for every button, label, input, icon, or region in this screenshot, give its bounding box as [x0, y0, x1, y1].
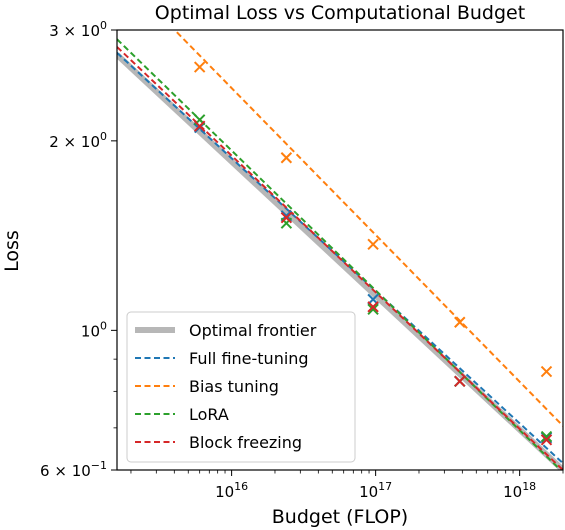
axes: 1016 1017 1018 6 × 10−1 100 2 × 100 3 × 100 [40, 19, 564, 501]
marker-stroke [280, 211, 293, 224]
series-1-point-1 [280, 152, 293, 164]
series-fit-line-3 [117, 46, 563, 470]
series-fit-line-0 [117, 52, 563, 464]
legend: Optimal frontier Full fine-tuning Bias tun… [126, 311, 356, 463]
marker-stroke [367, 238, 379, 250]
marker-stroke [193, 61, 206, 73]
series-fit-line-1 [173, 30, 563, 427]
marker-stroke [367, 301, 379, 313]
plot-area [117, 30, 563, 470]
marker-stroke [454, 316, 466, 328]
marker-stroke [193, 120, 206, 132]
legend-label: Block freezing [189, 433, 302, 452]
series-1-point-0 [193, 61, 206, 73]
series-3-point-4 [540, 434, 553, 446]
series-fit-line-2 [117, 38, 563, 470]
x-tick-label: 1016 [215, 480, 248, 501]
series-3-point-0 [193, 120, 206, 132]
marker-stroke [454, 375, 466, 387]
series-1-point-4 [540, 365, 553, 378]
y-tick-label: 100 [81, 319, 107, 340]
marker-stroke [367, 303, 379, 316]
legend-box [126, 311, 356, 463]
y-tick-label: 3 × 100 [49, 19, 107, 40]
marker-stroke [280, 152, 293, 164]
x-tick-label: 1017 [359, 480, 392, 501]
series-3-point-1 [280, 211, 293, 224]
series-2-point-1 [280, 217, 293, 229]
chart-title: Optimal Loss vs Computational Budget [155, 2, 525, 24]
marker-stroke [540, 434, 553, 446]
series-3-point-2 [367, 301, 379, 313]
marker-stroke [540, 430, 553, 443]
legend-label: Bias tuning [189, 377, 279, 396]
legend-label: Full fine-tuning [189, 349, 309, 368]
plot-frame [116, 29, 564, 471]
marker-stroke [540, 365, 553, 378]
legend-label: LoRA [189, 405, 229, 424]
series-1-point-3 [454, 316, 466, 328]
y-tick-label: 2 × 100 [49, 130, 107, 151]
series-2-point-2 [367, 303, 379, 316]
y-tick-label: 6 × 10−1 [40, 459, 107, 480]
x-tick-label: 1018 [503, 480, 536, 501]
x-axis-label: Budget (FLOP) [272, 506, 408, 528]
series-3-point-3 [454, 375, 466, 387]
series-2-point-4 [540, 430, 553, 443]
series-1-point-2 [367, 238, 379, 250]
legend-label: Optimal frontier [189, 321, 317, 340]
y-axis-label: Loss [1, 230, 23, 272]
